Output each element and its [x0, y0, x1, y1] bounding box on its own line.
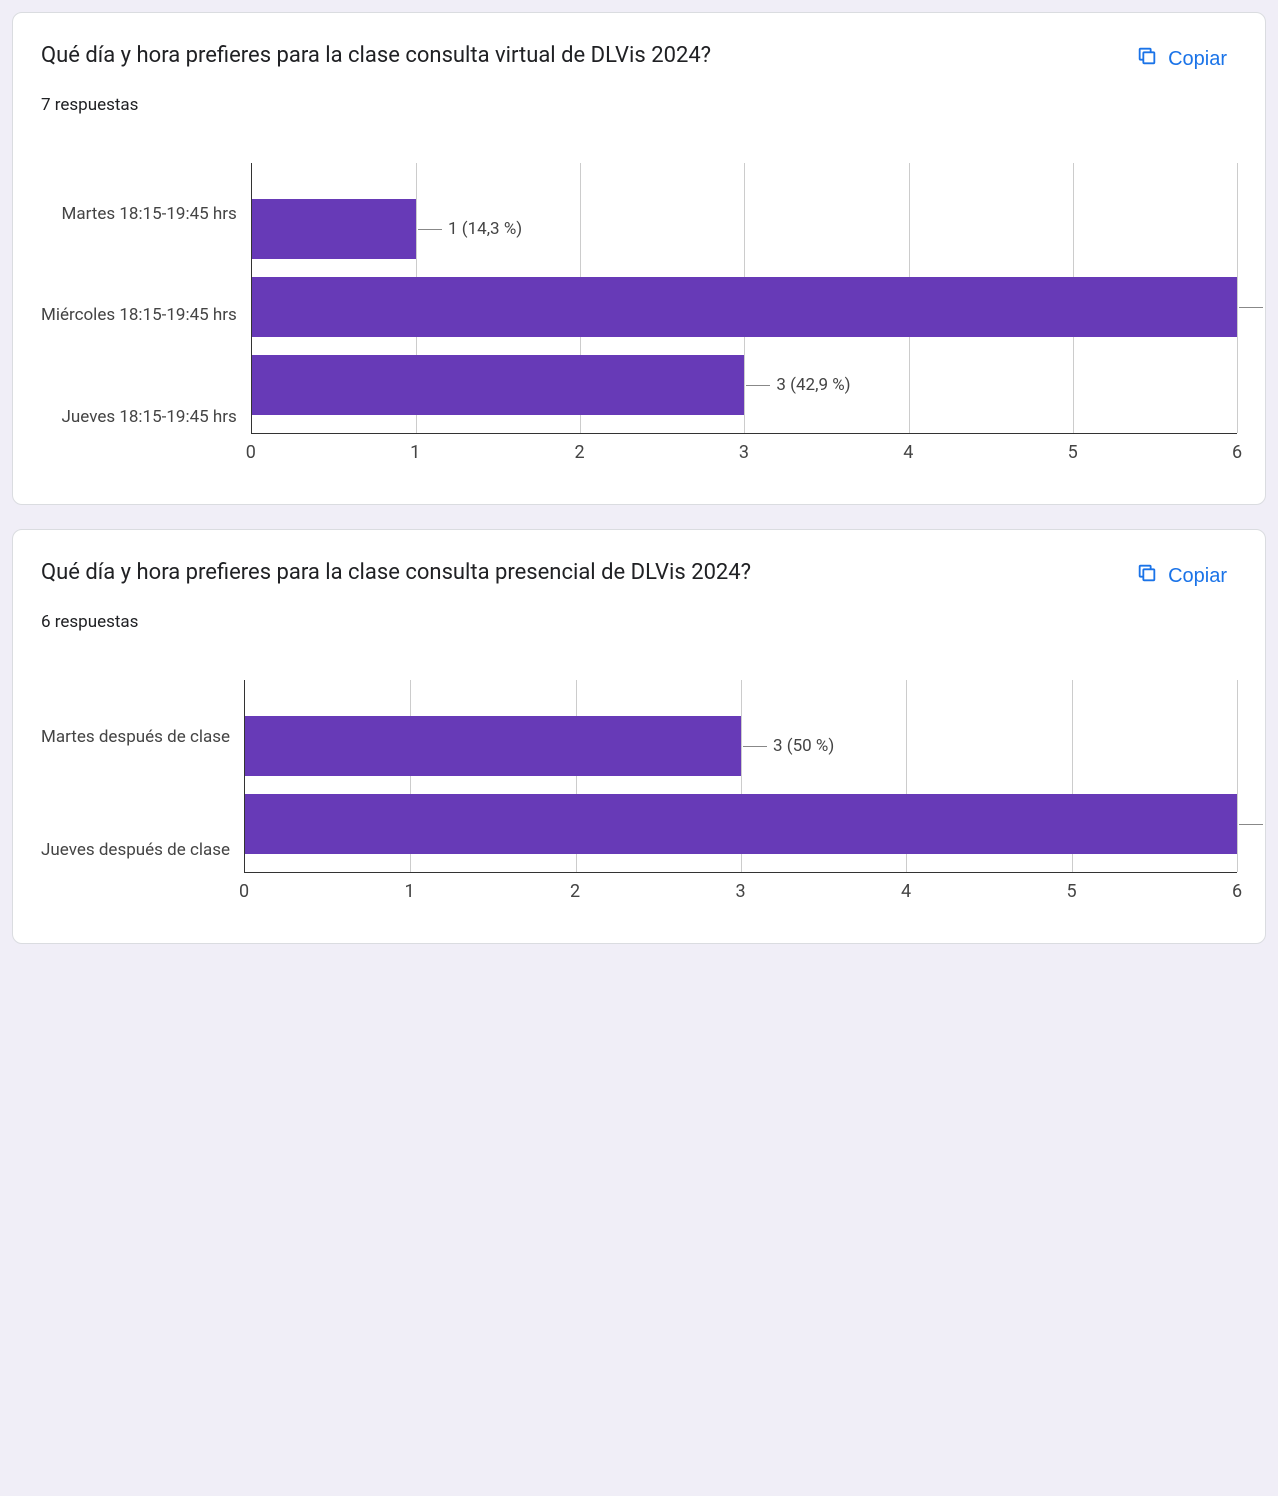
bar-value-label: 3 (42,9 %) — [746, 375, 850, 395]
bar-label-tick — [1239, 307, 1263, 308]
plot-area-wrapper: 3 (50 %)6 (100 %0123456 — [244, 680, 1237, 907]
bar-value-label: 6 (85,7 % — [1239, 297, 1266, 317]
bar-value-label: 1 (14,3 %) — [418, 219, 522, 239]
x-tick-label: 5 — [1068, 442, 1078, 463]
category-label: Jueves 18:15-19:45 hrs — [62, 387, 237, 447]
bar: 3 (42,9 %) — [252, 355, 1237, 415]
bar-label-tick — [418, 229, 442, 230]
question-title: Qué día y hora prefieres para la clase c… — [41, 558, 751, 589]
x-tick-label: 2 — [574, 442, 584, 463]
gridline — [1237, 680, 1238, 872]
bar: 1 (14,3 %) — [252, 199, 1237, 259]
responses-count: 6 respuestas — [41, 612, 1237, 632]
x-tick-label: 5 — [1066, 881, 1076, 902]
bar-fill — [245, 794, 1237, 854]
x-tick-label: 6 — [1232, 442, 1242, 463]
bar-fill — [252, 199, 416, 259]
x-axis: 0123456 — [251, 442, 1237, 468]
chart: Martes 18:15-19:45 hrs Miércoles 18:15-19… — [41, 163, 1237, 468]
bar-fill — [245, 716, 741, 776]
gridline — [1237, 163, 1238, 433]
x-tick-label: 1 — [410, 442, 420, 463]
category-label: Martes 18:15-19:45 hrs — [62, 184, 237, 244]
chart: Martes después de clase Jueves después de… — [41, 680, 1237, 907]
plot-area-wrapper: 1 (14,3 %)6 (85,7 %3 (42,9 %)0123456 — [251, 163, 1237, 468]
x-tick-label: 4 — [903, 442, 913, 463]
bar-label-tick — [743, 746, 767, 747]
copy-button[interactable]: Copiar — [1126, 41, 1237, 77]
bar: 3 (50 %) — [245, 716, 1237, 776]
bar-value-text: 3 (42,9 %) — [776, 375, 850, 395]
copy-label: Copiar — [1168, 48, 1227, 71]
bar: 6 (100 % — [245, 794, 1237, 854]
bar-label-tick — [1239, 824, 1263, 825]
category-labels: Martes después de clase Jueves después de… — [41, 680, 244, 907]
bar-value-label: 6 (100 % — [1239, 814, 1266, 834]
copy-icon — [1136, 562, 1158, 590]
bar-label-tick — [746, 385, 770, 386]
question-title: Qué día y hora prefieres para la clase c… — [41, 41, 711, 72]
x-tick-label: 6 — [1232, 881, 1242, 902]
category-label: Jueves después de clase — [41, 820, 230, 880]
x-tick-label: 0 — [246, 442, 256, 463]
question-card: Qué día y hora prefieres para la clase c… — [12, 12, 1266, 505]
plot-area: 3 (50 %) 6 (100 % — [244, 680, 1237, 873]
bar-fill — [252, 355, 745, 415]
copy-button[interactable]: Copiar — [1126, 558, 1237, 594]
bar-value-text: 1 (14,3 %) — [448, 219, 522, 239]
x-tick-label: 1 — [404, 881, 414, 902]
x-tick-label: 0 — [239, 881, 249, 902]
x-tick-label: 3 — [735, 881, 745, 902]
question-card: Qué día y hora prefieres para la clase c… — [12, 529, 1266, 944]
copy-label: Copiar — [1168, 565, 1227, 588]
bar: 6 (85,7 % — [252, 277, 1237, 337]
bar-value-label: 3 (50 %) — [743, 736, 834, 756]
responses-count: 7 respuestas — [41, 95, 1237, 115]
card-header: Qué día y hora prefieres para la clase c… — [41, 41, 1237, 77]
plot-area: 1 (14,3 %) 6 (85,7 % 3 (42,9 %) — [251, 163, 1237, 434]
category-label: Martes después de clase — [41, 707, 230, 767]
card-header: Qué día y hora prefieres para la clase c… — [41, 558, 1237, 594]
bar-value-text: 3 (50 %) — [773, 736, 834, 756]
category-label: Miércoles 18:15-19:45 hrs — [41, 285, 237, 345]
x-tick-label: 3 — [739, 442, 749, 463]
x-tick-label: 4 — [901, 881, 911, 902]
x-axis: 0123456 — [244, 881, 1237, 907]
x-tick-label: 2 — [570, 881, 580, 902]
copy-icon — [1136, 45, 1158, 73]
category-labels: Martes 18:15-19:45 hrs Miércoles 18:15-19… — [41, 163, 251, 468]
bar-fill — [252, 277, 1237, 337]
